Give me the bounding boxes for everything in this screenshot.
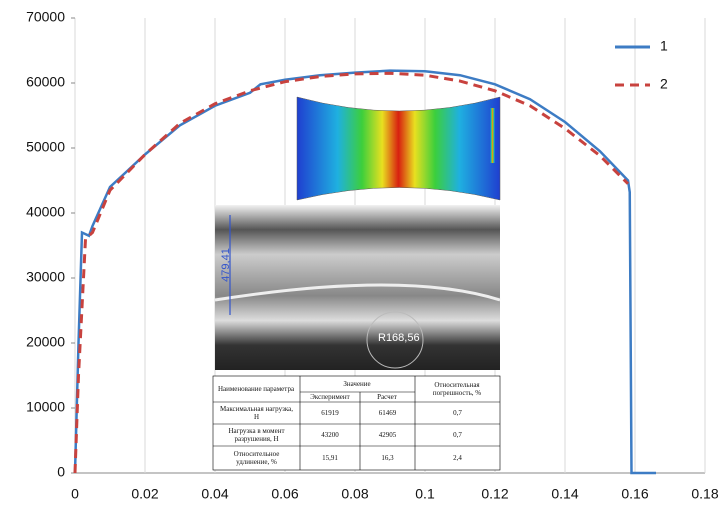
table-cell: 2,4 <box>453 454 462 462</box>
legend-label: 1 <box>660 38 668 54</box>
color-scale <box>490 108 495 163</box>
y-tick-label: 40000 <box>26 204 65 220</box>
x-tick-label: 0.14 <box>551 486 578 502</box>
y-tick-label: 60000 <box>26 74 65 90</box>
table-cell: 0,7 <box>453 409 462 417</box>
x-tick-label: 0.06 <box>271 486 298 502</box>
table-cell: Значение <box>343 380 370 388</box>
y-tick-label: 10000 <box>26 399 65 415</box>
x-tick-label: 0.04 <box>201 486 228 502</box>
fea-contour <box>297 97 500 200</box>
table-cell: 61919 <box>321 409 339 417</box>
micrograph <box>215 205 500 370</box>
table-cell: 15,91 <box>322 454 338 462</box>
x-tick-label: 0.08 <box>341 486 368 502</box>
y-tick-label: 0 <box>57 464 65 480</box>
radius-label: R168,56 <box>378 332 420 344</box>
table-cell: Эксперимент <box>310 393 349 401</box>
y-tick-label: 20000 <box>26 334 65 350</box>
height-label: 479,41 <box>220 248 232 282</box>
x-tick-label: 0.1 <box>415 486 435 502</box>
table-cell: 43200 <box>321 431 339 439</box>
x-tick-label: 0.12 <box>481 486 508 502</box>
x-tick-label: 0.16 <box>621 486 648 502</box>
x-tick-label: 0.02 <box>131 486 158 502</box>
table-cell: 16,3 <box>381 454 394 462</box>
chart: 479,41 R168,56 Наименование параметра Зна… <box>0 0 723 512</box>
table-cell: Наименование параметра <box>218 385 295 393</box>
y-tick-label: 50000 <box>26 139 65 155</box>
table-cell: 0,7 <box>453 431 462 439</box>
x-tick-label: 0.18 <box>691 486 718 502</box>
y-tick-label: 30000 <box>26 269 65 285</box>
x-tick-label: 0 <box>71 486 79 502</box>
y-tick-label: 70000 <box>26 9 65 25</box>
legend-label: 2 <box>660 76 668 92</box>
table-cell: 42905 <box>379 431 397 439</box>
table-cell: Расчет <box>377 393 397 401</box>
table-cell: 61469 <box>379 409 397 417</box>
table: Наименование параметра Значение Относитель… <box>213 376 500 470</box>
